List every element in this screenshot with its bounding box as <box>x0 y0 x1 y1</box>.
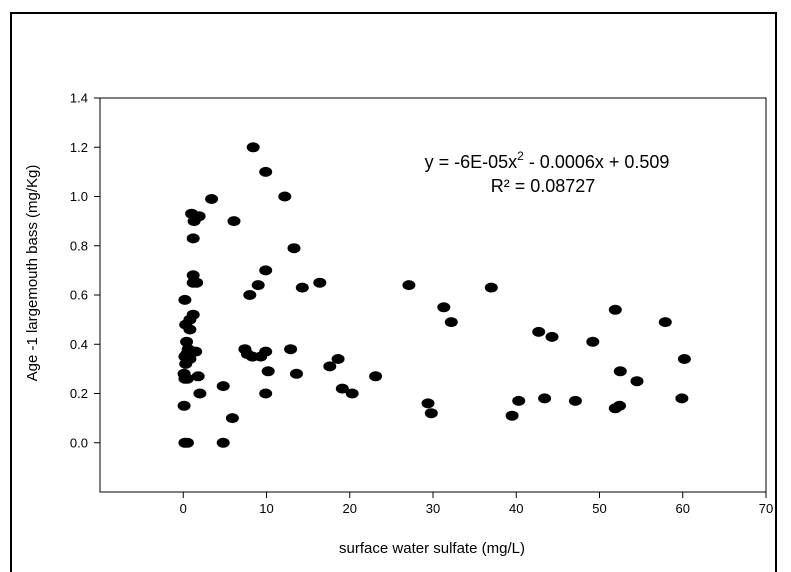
data-point <box>178 294 192 305</box>
data-point <box>259 265 273 276</box>
data-point <box>532 326 546 337</box>
data-point <box>331 354 345 364</box>
data-point <box>484 282 498 293</box>
data-point <box>216 437 230 448</box>
data-point <box>613 400 626 411</box>
y-tick-label: 0.8 <box>70 238 88 253</box>
data-point <box>259 346 273 357</box>
data-point <box>246 142 260 153</box>
r-squared-label: R² = 0.08727 <box>491 176 596 196</box>
chart-frame <box>10 12 777 572</box>
data-point <box>284 344 298 355</box>
y-tick-label: 0.0 <box>70 435 88 450</box>
equation-prefix: y = -6E-05x <box>425 152 518 172</box>
y-tick-label: 1.4 <box>70 91 88 106</box>
x-tick-label: 10 <box>259 501 273 516</box>
data-point <box>227 216 241 227</box>
data-point <box>512 395 526 406</box>
y-tick-label: 0.4 <box>70 337 88 352</box>
y-axis-title: Age -1 largemouth bass (mg/Kg) <box>24 165 41 382</box>
data-point <box>675 393 689 404</box>
x-tick-label: 30 <box>426 501 440 516</box>
data-point <box>437 302 451 313</box>
data-point <box>313 277 327 288</box>
data-point <box>402 280 416 291</box>
equation-suffix: - 0.0006x + 0.509 <box>524 152 670 172</box>
data-point <box>444 317 458 328</box>
data-point <box>191 371 205 382</box>
data-point <box>568 395 582 406</box>
data-point <box>369 371 383 382</box>
x-tick-label: 0 <box>180 501 187 516</box>
data-point <box>177 368 191 379</box>
data-point <box>335 383 349 394</box>
equation-superscript: 2 <box>517 149 524 163</box>
y-tick-label: 1.0 <box>70 189 88 204</box>
data-point <box>545 331 559 342</box>
data-point <box>505 410 519 421</box>
data-point <box>323 361 337 372</box>
data-point <box>190 277 204 288</box>
x-tick-label: 20 <box>343 501 357 516</box>
data-point <box>608 304 622 315</box>
x-tick-label: 70 <box>759 501 773 516</box>
x-axis-title: surface water sulfate (mg/L) <box>339 540 525 557</box>
y-tick-label: 1.2 <box>70 140 88 155</box>
data-point <box>278 191 292 202</box>
data-point <box>259 166 273 177</box>
data-point <box>192 211 206 222</box>
data-point <box>421 398 435 409</box>
data-point <box>186 309 200 320</box>
data-point <box>225 413 239 424</box>
data-point <box>181 344 195 355</box>
data-point <box>345 388 359 399</box>
regression-equation: y = -6E-05x2 - 0.0006x + 0.509 <box>425 149 670 172</box>
axis-ticks: 0 10 20 30 40 50 60 70 0.0 0.2 0.4 0.6 0.8 1.0 1.2 1.4 <box>70 91 773 517</box>
data-point <box>259 388 273 399</box>
data-point <box>630 376 644 387</box>
data-point <box>677 354 691 364</box>
data-points <box>177 142 691 448</box>
data-point <box>205 194 219 204</box>
data-point <box>180 437 194 448</box>
data-point <box>251 280 265 291</box>
data-point <box>538 393 552 404</box>
data-point <box>290 368 303 379</box>
data-point <box>658 317 672 328</box>
data-point <box>183 354 197 364</box>
y-tick-label: 0.2 <box>70 386 88 401</box>
data-point <box>613 366 627 377</box>
data-point <box>261 366 275 377</box>
data-point <box>183 324 197 335</box>
x-tick-label: 60 <box>676 501 690 516</box>
data-point <box>295 282 309 293</box>
data-point <box>586 336 600 347</box>
data-point <box>243 290 257 300</box>
data-point <box>287 243 301 254</box>
data-point <box>177 400 191 411</box>
data-point <box>216 381 230 392</box>
data-point <box>424 408 438 419</box>
data-point <box>186 233 200 244</box>
x-tick-label: 40 <box>509 501 523 516</box>
y-tick-label: 0.6 <box>70 288 88 303</box>
data-point <box>180 336 194 347</box>
x-tick-label: 50 <box>592 501 606 516</box>
data-point <box>193 388 207 399</box>
